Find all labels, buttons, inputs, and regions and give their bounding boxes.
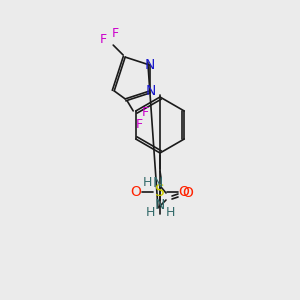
Text: S: S [155,184,165,200]
Text: N: N [145,58,155,72]
Text: O: O [183,186,194,200]
Text: N: N [153,176,163,190]
Text: H: H [142,176,152,190]
Text: O: O [130,185,141,199]
Text: F: F [142,106,149,119]
Text: N: N [146,84,156,98]
Text: N: N [155,198,165,212]
Text: F: F [112,27,119,40]
Text: H: H [165,206,175,218]
Text: F: F [136,118,143,131]
Text: H: H [145,206,155,218]
Text: O: O [178,185,189,199]
Text: F: F [100,33,107,46]
